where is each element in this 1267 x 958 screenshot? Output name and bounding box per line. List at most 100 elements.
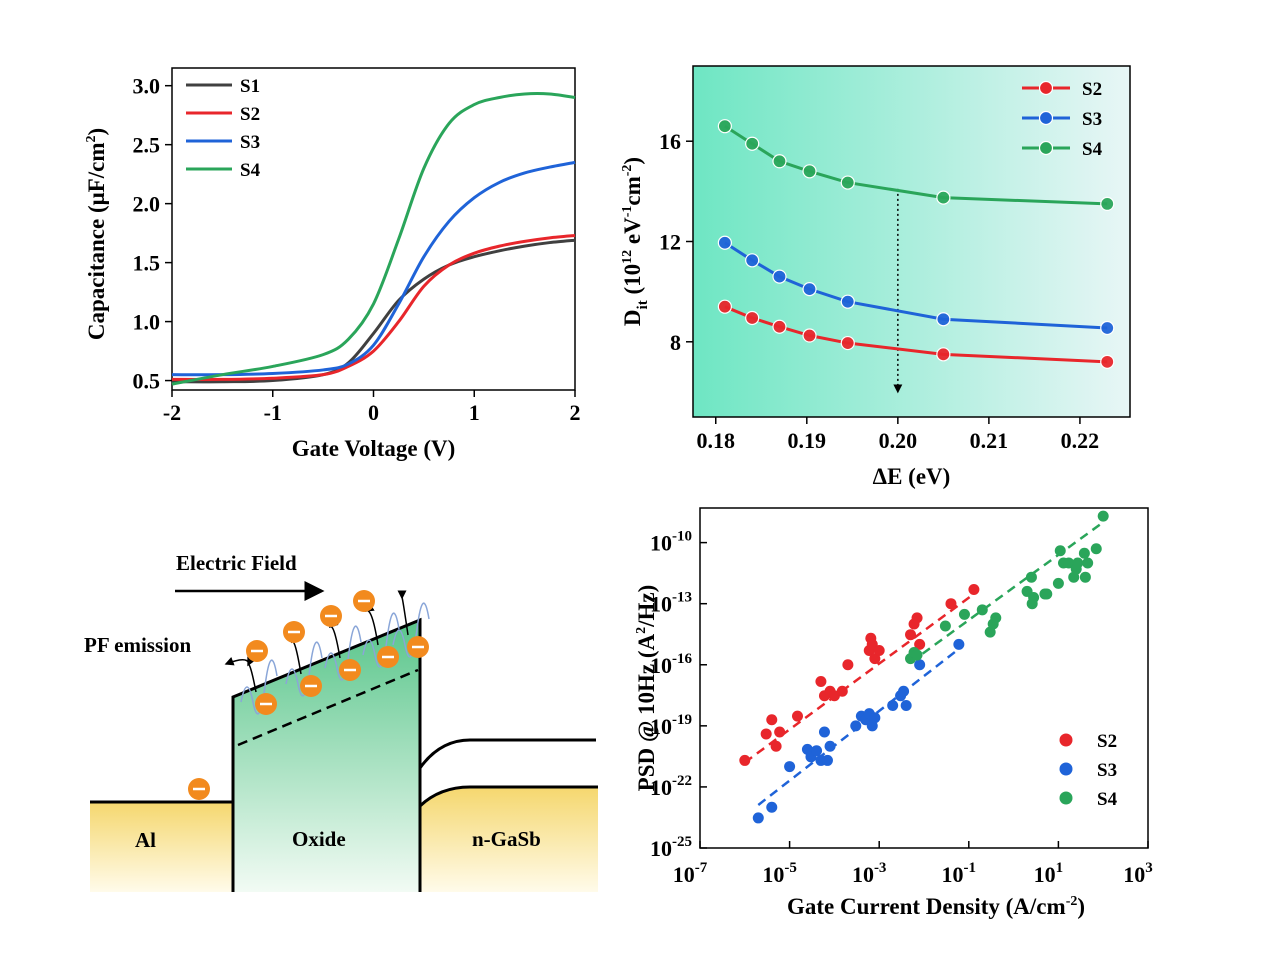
- data-point-s3: [914, 659, 926, 671]
- x-tick-label: 0.20: [879, 428, 918, 453]
- y-tick-label: 10-16: [650, 651, 692, 678]
- data-point-s4: [1041, 588, 1053, 600]
- capacitance-voltage-chart: -2 -1 0 1 2 0.5 1.0 1.5 2.0 2.5 3.0 S1 S2 S3 S4 Gate Vo…: [84, 67, 581, 461]
- data-point-s2: [914, 638, 926, 650]
- x-tick-label: -1: [264, 400, 282, 425]
- y-axis-label: Capacitance (μF/cm2): [84, 128, 109, 340]
- data-point-s2: [770, 740, 782, 752]
- data-point-s2: [905, 629, 917, 641]
- data-point-s2: [968, 583, 980, 595]
- x-tick-label: 10-3: [852, 860, 887, 887]
- y-tick-label: 3.0: [133, 74, 161, 99]
- tunneling-wave: [240, 659, 278, 715]
- data-point-s4: [936, 190, 951, 205]
- y-tick-label: 12: [659, 230, 681, 255]
- data-point-s4: [1079, 571, 1091, 583]
- data-point-s4: [840, 175, 855, 190]
- legend-marker-s4: [1059, 791, 1073, 805]
- y-tick-label: 10-25: [650, 834, 692, 861]
- legend-marker-s4: [1038, 140, 1054, 156]
- emission-arrow: [247, 656, 257, 693]
- data-point-s2: [760, 728, 772, 740]
- data-point-s3: [784, 761, 796, 773]
- y-tick-label: 1.5: [133, 251, 161, 276]
- semiconductor-region: [420, 787, 598, 892]
- data-point-s4: [1078, 547, 1090, 559]
- data-point-s3: [717, 235, 732, 250]
- x-tick-label: 101: [1034, 860, 1064, 887]
- data-point-s4: [1054, 545, 1066, 557]
- data-point-s2: [772, 319, 787, 334]
- data-point-s3: [869, 712, 881, 724]
- electrons: [188, 590, 430, 800]
- data-point-s3: [850, 720, 862, 732]
- y-tick-label: 10-19: [650, 712, 692, 739]
- data-point-s3: [898, 685, 910, 697]
- tunneling-wave: [362, 612, 400, 668]
- data-point-s4: [1090, 543, 1102, 555]
- data-point-s2: [1100, 354, 1115, 369]
- data-point-s3: [1100, 320, 1115, 336]
- x-tick-label: 10-5: [762, 860, 797, 887]
- electric-field-label: Electric Field: [176, 551, 297, 575]
- data-point-s4: [990, 612, 1002, 624]
- data-point-s3: [953, 638, 965, 650]
- emission-arrow: [397, 590, 409, 636]
- data-point-s2: [774, 726, 786, 738]
- x-tick-label: 10-7: [673, 860, 708, 887]
- data-point-s4: [802, 164, 817, 179]
- plot-frame: [171, 67, 576, 391]
- data-point-s3: [818, 726, 830, 738]
- data-point-s2: [869, 653, 881, 665]
- metal-region: [90, 802, 233, 892]
- oxide-barrier-line: [231, 617, 422, 892]
- y-tick-label: 10-13: [650, 590, 692, 617]
- series-line-s4: [171, 92, 576, 386]
- data-point-s4: [939, 620, 951, 632]
- band-diagram: Electric Field PF emission Al Oxide n-Ga…: [84, 551, 598, 892]
- x-tick-label: 0.21: [970, 428, 1009, 453]
- data-point-s4: [958, 608, 970, 620]
- tunneling-wave: [324, 625, 362, 681]
- legend-marker-s2: [1059, 733, 1073, 747]
- x-axis-label: Gate Voltage (V): [292, 436, 456, 461]
- fit-line-s4: [909, 521, 1104, 664]
- series-line-s1: [171, 238, 576, 384]
- legend-marker-s3: [1038, 110, 1054, 126]
- data-point-s3: [772, 269, 787, 284]
- data-point-s3: [840, 294, 855, 309]
- x-axis-label: ΔE (eV): [873, 464, 951, 489]
- psd-current-chart: 10-7 10-5 10-3 10-1 101 103 10-10 10-13 10-16 10-…: [634, 507, 1153, 919]
- y-tick-label: 8: [670, 330, 681, 355]
- data-point-s2: [815, 676, 827, 688]
- legend-label-s4: S4: [1097, 789, 1118, 810]
- y-tick-label: 16: [659, 129, 681, 154]
- legend-label-s2: S2: [1082, 79, 1102, 100]
- legend-label-s1: S1: [240, 76, 260, 97]
- y-tick-label: 2.5: [133, 133, 161, 158]
- data-point-s2: [739, 754, 751, 766]
- data-point-s2: [840, 335, 855, 351]
- data-point-s2: [936, 347, 951, 362]
- y-tick-label: 10-22: [650, 773, 692, 800]
- data-point-s2: [945, 598, 957, 610]
- data-point-s3: [811, 745, 823, 757]
- valence-band-line: [418, 785, 598, 808]
- data-point-s3: [936, 312, 951, 327]
- data-point-s4: [1082, 557, 1094, 569]
- data-point-s4: [745, 136, 760, 151]
- y-axis-label: Dit (1012 eV-1cm-2): [620, 157, 651, 326]
- data-point-s2: [836, 685, 848, 697]
- data-point-s2: [802, 328, 817, 343]
- x-tick-label: -2: [163, 400, 181, 425]
- data-point-s4: [717, 119, 732, 134]
- legend-label-s2: S2: [1097, 731, 1117, 752]
- data-point-s4: [976, 604, 988, 616]
- data-point-s2: [873, 645, 885, 657]
- legend-label-s3: S3: [240, 132, 260, 153]
- legend-label-s2: S2: [240, 104, 260, 125]
- x-tick-label: 2: [570, 400, 581, 425]
- data-point-s2: [745, 310, 760, 326]
- x-tick-label: 103: [1123, 860, 1153, 887]
- legend-marker-s3: [1059, 762, 1073, 776]
